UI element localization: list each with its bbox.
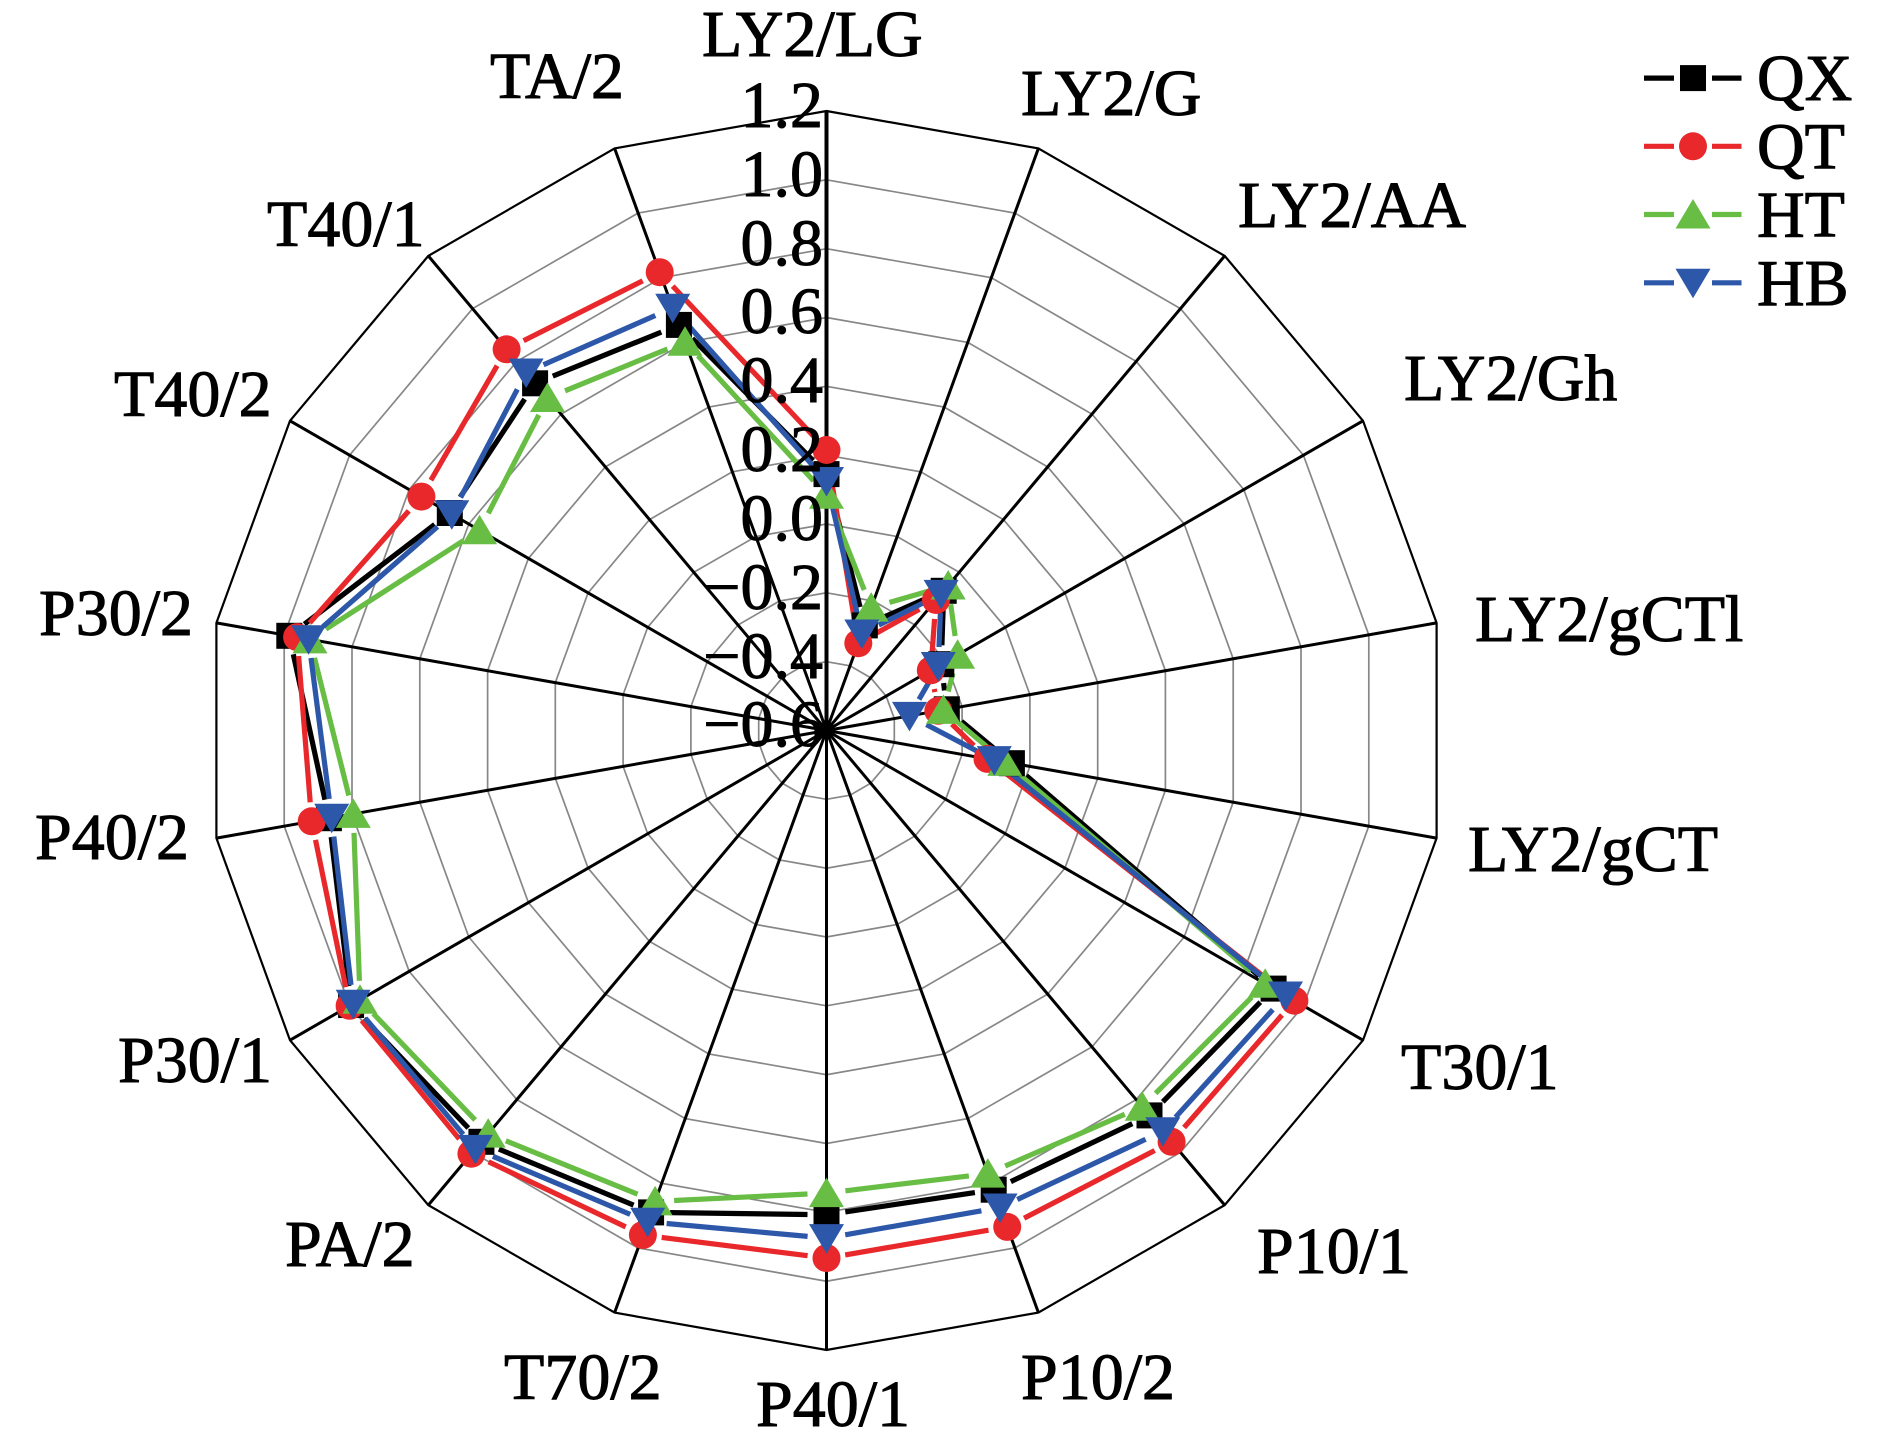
svg-text:T40/2: T40/2 (114, 358, 272, 431)
svg-text:LY2/gCT: LY2/gCT (1468, 813, 1718, 886)
svg-text:T70/2: T70/2 (504, 1341, 662, 1414)
svg-text:TA/2: TA/2 (490, 40, 624, 113)
svg-text:1.2: 1.2 (741, 69, 824, 142)
svg-text:0.4: 0.4 (741, 344, 824, 417)
svg-text:PA/2: PA/2 (285, 1208, 415, 1281)
svg-text:HB: HB (1757, 247, 1849, 320)
svg-text:−0.4: −0.4 (703, 620, 823, 693)
svg-text:QT: QT (1757, 110, 1845, 183)
svg-text:P40/2: P40/2 (35, 801, 189, 874)
svg-text:0.6: 0.6 (741, 275, 824, 348)
svg-text:P30/1: P30/1 (118, 1024, 272, 1097)
svg-text:P10/1: P10/1 (1257, 1215, 1411, 1288)
svg-text:T30/1: T30/1 (1401, 1031, 1559, 1104)
svg-text:LY2/G: LY2/G (1021, 57, 1201, 130)
svg-text:QX: QX (1757, 42, 1852, 115)
svg-text:−0.6: −0.6 (703, 688, 823, 761)
svg-text:P10/2: P10/2 (1021, 1341, 1175, 1414)
svg-text:T40/1: T40/1 (267, 188, 425, 261)
svg-text:P40/1: P40/1 (756, 1368, 910, 1441)
svg-text:LY2/Gh: LY2/Gh (1404, 342, 1617, 415)
svg-text:HT: HT (1757, 179, 1845, 252)
svg-text:0.8: 0.8 (741, 207, 824, 280)
svg-text:0.2: 0.2 (741, 413, 824, 486)
svg-text:LY2/AA: LY2/AA (1238, 169, 1466, 242)
svg-text:LY2/gCTl: LY2/gCTl (1475, 583, 1743, 656)
svg-text:−0.2: −0.2 (703, 551, 823, 624)
svg-text:P30/2: P30/2 (39, 577, 193, 650)
svg-text:0.0: 0.0 (741, 482, 824, 555)
svg-text:LY2/LG: LY2/LG (702, 0, 923, 71)
svg-text:1.0: 1.0 (741, 138, 824, 211)
